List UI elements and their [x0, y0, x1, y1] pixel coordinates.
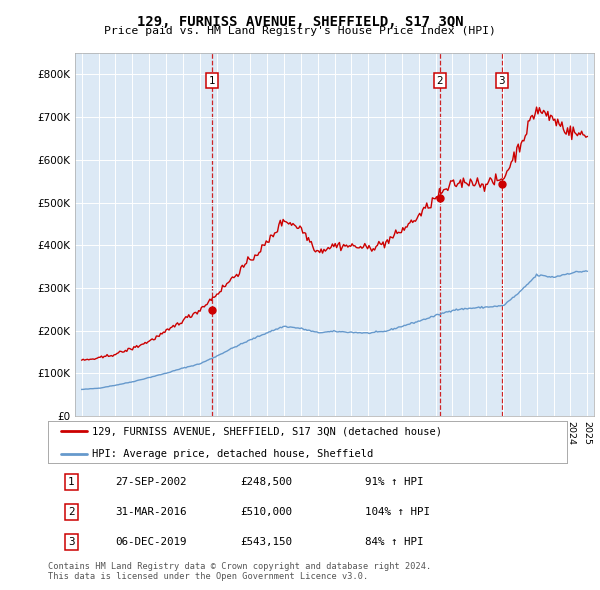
Text: 3: 3	[499, 76, 505, 86]
Text: 91% ↑ HPI: 91% ↑ HPI	[365, 477, 423, 487]
Text: 2: 2	[68, 507, 74, 517]
Text: 129, FURNISS AVENUE, SHEFFIELD, S17 3QN: 129, FURNISS AVENUE, SHEFFIELD, S17 3QN	[137, 15, 463, 29]
Text: 31-MAR-2016: 31-MAR-2016	[115, 507, 187, 517]
Text: £248,500: £248,500	[240, 477, 292, 487]
Text: 1: 1	[209, 76, 215, 86]
Text: 1: 1	[68, 477, 74, 487]
Text: Contains HM Land Registry data © Crown copyright and database right 2024.
This d: Contains HM Land Registry data © Crown c…	[48, 562, 431, 581]
Text: 84% ↑ HPI: 84% ↑ HPI	[365, 537, 423, 547]
Text: 129, FURNISS AVENUE, SHEFFIELD, S17 3QN (detached house): 129, FURNISS AVENUE, SHEFFIELD, S17 3QN …	[92, 427, 442, 437]
Text: 3: 3	[68, 537, 74, 547]
Text: Price paid vs. HM Land Registry's House Price Index (HPI): Price paid vs. HM Land Registry's House …	[104, 26, 496, 36]
Text: £543,150: £543,150	[240, 537, 292, 547]
Text: £510,000: £510,000	[240, 507, 292, 517]
Text: 104% ↑ HPI: 104% ↑ HPI	[365, 507, 430, 517]
Text: 27-SEP-2002: 27-SEP-2002	[115, 477, 187, 487]
Text: 2: 2	[437, 76, 443, 86]
Text: HPI: Average price, detached house, Sheffield: HPI: Average price, detached house, Shef…	[92, 449, 373, 459]
Text: 06-DEC-2019: 06-DEC-2019	[115, 537, 187, 547]
